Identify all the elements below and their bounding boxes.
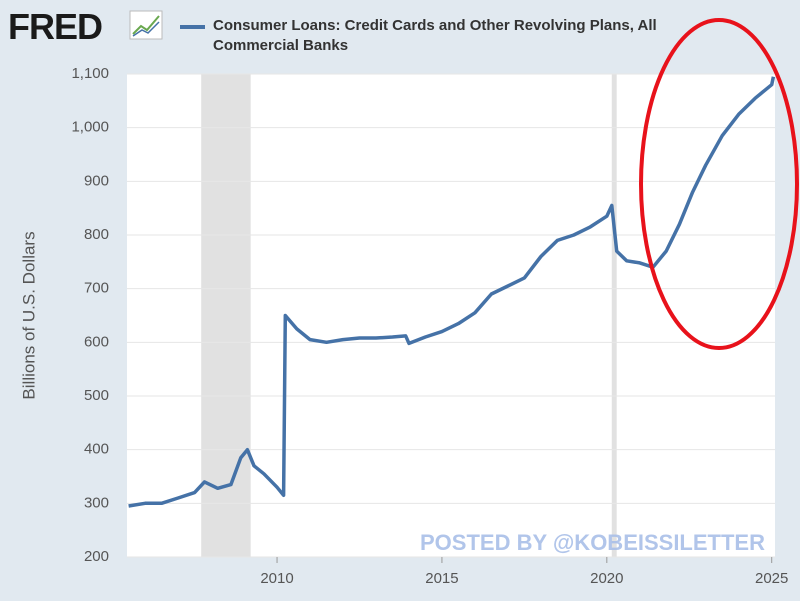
y-tick-label: 500 (84, 387, 109, 404)
x-tick-label: 2020 (590, 570, 623, 587)
x-tick-label: 2025 (755, 570, 788, 587)
y-tick-label: 900 (84, 172, 109, 189)
y-tick-label: 600 (84, 333, 109, 350)
y-tick-label: 200 (84, 548, 109, 565)
data-line (128, 76, 776, 508)
y-tick-label: 700 (84, 280, 109, 297)
logo-icon (129, 10, 163, 40)
logo-icon-line (132, 15, 160, 35)
x-tick-label: 2010 (260, 570, 293, 587)
y-tick-label: 1,100 (71, 65, 109, 82)
watermark: POSTED BY @KOBEISSILETTER (420, 530, 765, 555)
y-tick-label: 400 (84, 441, 109, 458)
y-axis-label: Billions of U.S. Dollars (19, 231, 38, 399)
logo: FRED (8, 6, 103, 47)
recession-band (201, 74, 251, 557)
recession-band (611, 74, 617, 557)
y-tick-label: 1,000 (71, 119, 109, 136)
y-tick-label: 800 (84, 226, 109, 243)
legend-entry: Consumer Loans: Credit Cards and Other R… (213, 17, 657, 54)
highlight-annotation (639, 18, 799, 350)
y-tick-label: 300 (84, 494, 109, 511)
x-tick-label: 2015 (425, 570, 458, 587)
logo-icon-line (132, 21, 160, 37)
